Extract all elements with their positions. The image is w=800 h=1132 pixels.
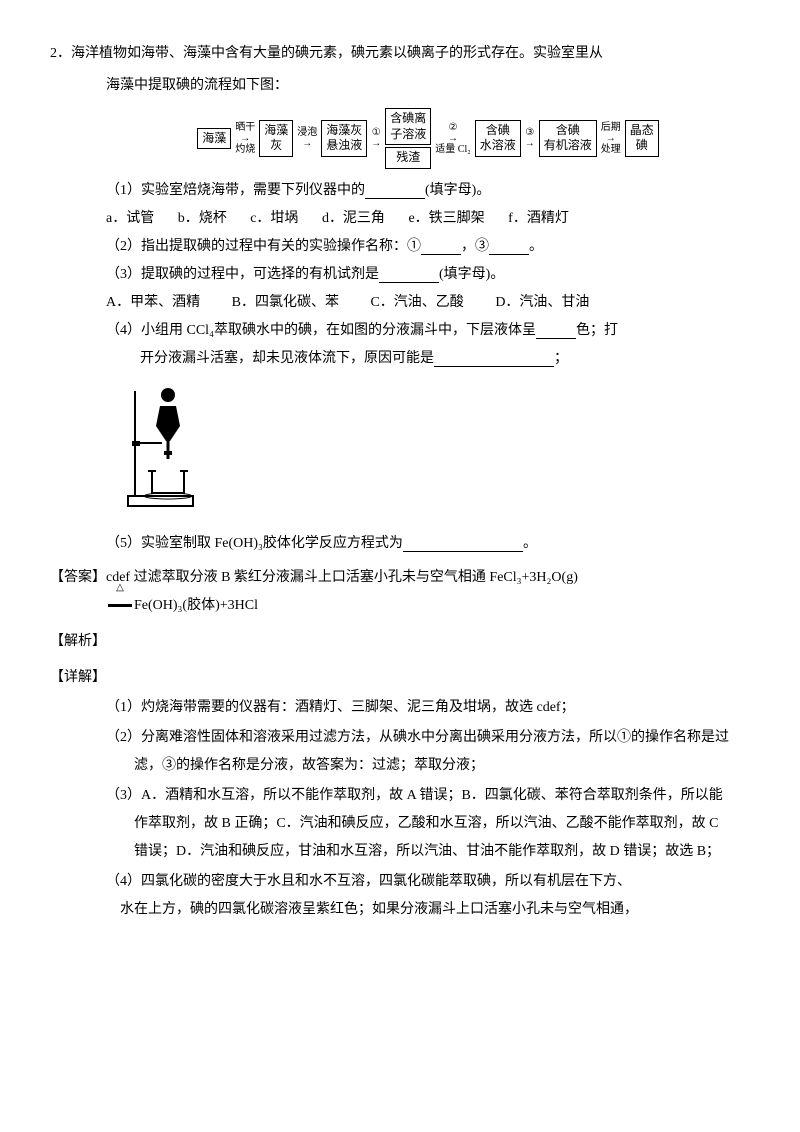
flow-arrow-1: 晒干→灼烧 — [235, 122, 255, 155]
blank-q3 — [379, 267, 439, 283]
answer-line2: Fe(OH)₃(胶体)+3HCl — [50, 592, 750, 620]
opt-D: D．汽油、甘油 — [495, 295, 589, 310]
q3-options: A．甲苯、酒精 B．四氯化碳、苯 C．汽油、乙酸 D．汽油、甘油 — [50, 289, 750, 317]
flow-box-4a: 含碘离 子溶液 — [385, 108, 431, 145]
opt-C: C．汽油、乙酸 — [370, 295, 463, 310]
flow-box-6: 含碘 有机溶液 — [539, 120, 597, 157]
flow-arrow-3: ①→ — [371, 127, 381, 149]
q3: （3）提取碘的过程中，可选择的有机试剂是(填字母)。 — [50, 261, 750, 289]
opt-d: d．泥三角 — [322, 211, 385, 226]
q2: （2）指出提取碘的过程中有关的实验操作名称：①，③。 — [50, 233, 750, 261]
flow-arrow-2: 浸泡→ — [297, 127, 317, 149]
flow-split: 含碘离 子溶液 残渣 — [385, 108, 431, 169]
blank-q4b — [434, 351, 554, 367]
opt-b: b．烧杯 — [178, 211, 227, 226]
blank-q2a — [421, 239, 461, 255]
flow-box-5: 含碘 水溶液 — [475, 120, 521, 157]
opt-c: c．坩埚 — [250, 211, 298, 226]
opt-e: e．铁三脚架 — [408, 211, 484, 226]
answer-text1: cdef 过滤萃取分液 B 紫红分液漏斗上口活塞小孔未与空气相通 FeCl₃+3… — [106, 570, 578, 585]
flow-arrow-5: ③→ — [525, 127, 535, 149]
flow-diagram: 海藻 晒干→灼烧 海藻 灰 浸泡→ 海藻灰 悬浊液 ①→ 含碘离 子溶液 残渣 … — [106, 108, 750, 169]
q1-options: a．试管 b．烧杯 c．坩埚 d．泥三角 e．铁三脚架 f．酒精灯 — [50, 205, 750, 233]
question-intro-line2: 海藻中提取碘的流程如下图： — [50, 72, 750, 100]
q1: （1）实验室焙烧海带，需要下列仪器中的(填字母)。 — [50, 177, 750, 205]
flow-arrow-6: 后期→处理 — [601, 122, 621, 155]
detail-1: （1）灼烧海带需要的仪器有：酒精灯、三脚架、泥三角及坩埚，故选 cdef； — [50, 694, 750, 722]
q4-line1: （4）小组用 CCl₄萃取碘水中的碘，在如图的分液漏斗中，下层液体呈色；打 — [50, 317, 750, 345]
flow-box-4b: 残渣 — [385, 147, 431, 169]
detail-4-l1: （4）四氯化碳的密度大于水且和水不互溶，四氯化碳能萃取碘，所以有机层在下方、 — [50, 868, 750, 896]
answer-label: 【答案】 — [50, 570, 106, 585]
detail-3-l2: 作萃取剂，故 B 正确；C．汽油和碘反应，乙酸和水互溶，所以汽油、乙酸不能作萃取… — [50, 810, 750, 838]
opt-B: B．四氯化碳、苯 — [232, 295, 339, 310]
blank-q1 — [365, 183, 425, 199]
detail-label: 【详解】 — [50, 664, 750, 692]
question-number: 2． — [50, 46, 71, 61]
detail-2-l2: 滤，③的操作名称是分液，故答案为：过滤；萃取分液； — [50, 752, 750, 780]
question-intro-line1: 2．海洋植物如海带、海藻中含有大量的碘元素，碘元素以碘离子的形式存在。实验室里从 — [50, 40, 750, 68]
flow-box-2: 海藻 灰 — [259, 120, 293, 157]
blank-q2b — [489, 239, 529, 255]
opt-a: a．试管 — [106, 211, 154, 226]
flow-box-3: 海藻灰 悬浊液 — [321, 120, 367, 157]
q4-line2: 开分液漏斗活塞，却未见液体流下，原因可能是； — [50, 345, 750, 373]
flow-box-1: 海藻 — [197, 128, 231, 150]
detail-4-l2: 水在上方，碘的四氯化碳溶液呈紫红色；如果分液漏斗上口活塞小孔未与空气相通， — [50, 896, 750, 924]
detail-3-l3: 错误；D．汽油和碘反应，甘油和水互溶，所以汽油、甘油不能作萃取剂，故 D 错误；… — [50, 838, 750, 866]
blank-q5 — [403, 536, 523, 552]
flow-arrow-4: ②→适量 Cl₂ — [435, 122, 470, 155]
delta-icon — [106, 592, 134, 620]
opt-A: A．甲苯、酒精 — [106, 295, 200, 310]
intro-text-1: 海洋植物如海带、海藻中含有大量的碘元素，碘元素以碘离子的形式存在。实验室里从 — [71, 46, 603, 61]
blank-q4a — [536, 323, 576, 339]
apparatus-diagram — [120, 381, 750, 522]
detail-3-l1: （3）A．酒精和水互溶，所以不能作萃取剂，故 A 错误；B．四氯化碳、苯符合萃取… — [50, 782, 750, 810]
detail-2-l1: （2）分离难溶性固体和溶液采用过滤方法，从碘水中分离出碘采用分液方法，所以①的操… — [50, 724, 750, 752]
flow-box-7: 晶态 碘 — [625, 120, 659, 157]
analysis-label: 【解析】 — [50, 628, 750, 656]
answer-text2: Fe(OH)₃(胶体)+3HCl — [134, 598, 258, 613]
answer-line1: 【答案】cdef 过滤萃取分液 B 紫红分液漏斗上口活塞小孔未与空气相通 FeC… — [50, 564, 750, 592]
q5: （5）实验室制取 Fe(OH)₃胶体化学反应方程式为。 — [50, 530, 750, 558]
opt-f: f．酒精灯 — [508, 211, 569, 226]
